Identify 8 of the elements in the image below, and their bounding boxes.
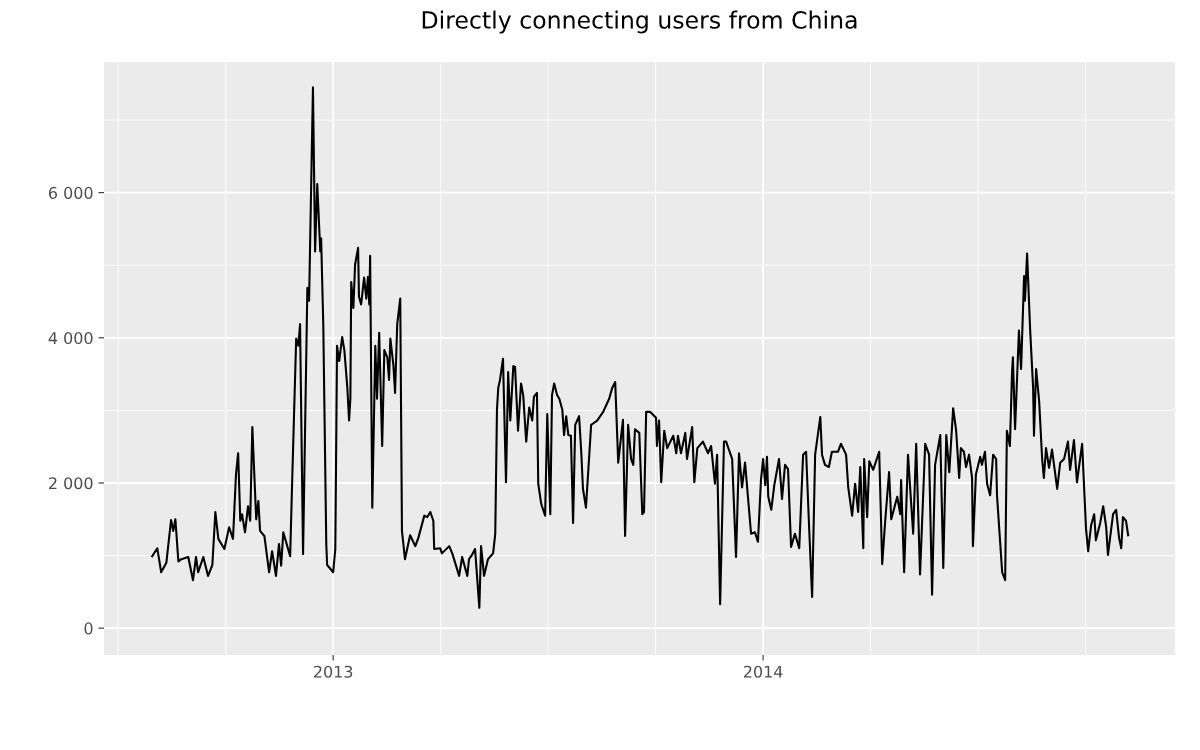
y-tick-label: 4 000 [48, 332, 93, 345]
x-tick-label: 2014 [743, 665, 783, 678]
y-tick-label: 0 [84, 622, 93, 635]
line-series [151, 86, 1130, 609]
y-tick-label: 6 000 [48, 186, 93, 199]
y-tick-label: 2 000 [49, 477, 93, 490]
x-tick-label: 2013 [314, 665, 353, 678]
chart-title: Directly connecting users from China [422, 10, 857, 34]
